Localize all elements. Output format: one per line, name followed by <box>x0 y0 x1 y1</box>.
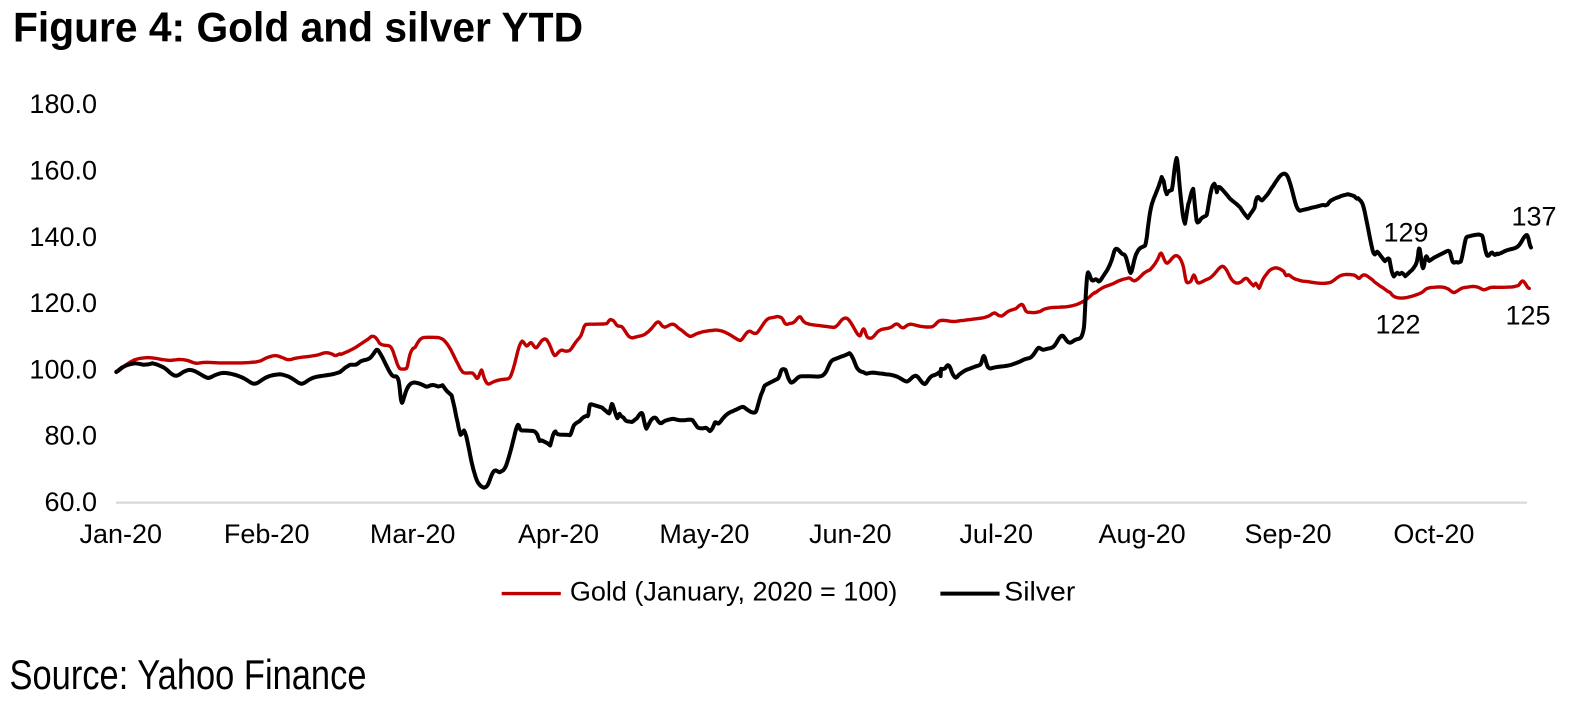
svg-text:137: 137 <box>1511 202 1556 232</box>
svg-text:Jul-20: Jul-20 <box>959 519 1033 549</box>
svg-text:60.0: 60.0 <box>44 487 97 517</box>
svg-text:80.0: 80.0 <box>44 421 97 451</box>
svg-text:May-20: May-20 <box>659 519 749 549</box>
svg-text:160.0: 160.0 <box>29 156 97 186</box>
svg-text:Silver: Silver <box>1004 577 1075 607</box>
svg-text:100.0: 100.0 <box>29 354 97 384</box>
svg-text:Oct-20: Oct-20 <box>1393 519 1474 549</box>
svg-text:Feb-20: Feb-20 <box>224 519 310 549</box>
svg-text:Figure 4: Gold and silver YTD: Figure 4: Gold and silver YTD <box>13 4 583 51</box>
svg-text:125: 125 <box>1505 301 1550 331</box>
svg-text:140.0: 140.0 <box>29 222 97 252</box>
svg-text:Apr-20: Apr-20 <box>518 519 599 549</box>
svg-text:129: 129 <box>1383 218 1428 248</box>
svg-text:Mar-20: Mar-20 <box>370 519 456 549</box>
svg-text:Jan-20: Jan-20 <box>80 519 163 549</box>
svg-text:120.0: 120.0 <box>29 288 97 318</box>
svg-text:Aug-20: Aug-20 <box>1099 519 1186 549</box>
svg-text:Gold (January, 2020 = 100): Gold (January, 2020 = 100) <box>570 577 897 607</box>
svg-text:Jun-20: Jun-20 <box>809 519 892 549</box>
svg-text:122: 122 <box>1375 310 1420 340</box>
svg-text:Source: Yahoo Finance: Source: Yahoo Finance <box>10 651 367 698</box>
svg-text:180.0: 180.0 <box>29 89 97 119</box>
svg-text:Sep-20: Sep-20 <box>1244 519 1331 549</box>
